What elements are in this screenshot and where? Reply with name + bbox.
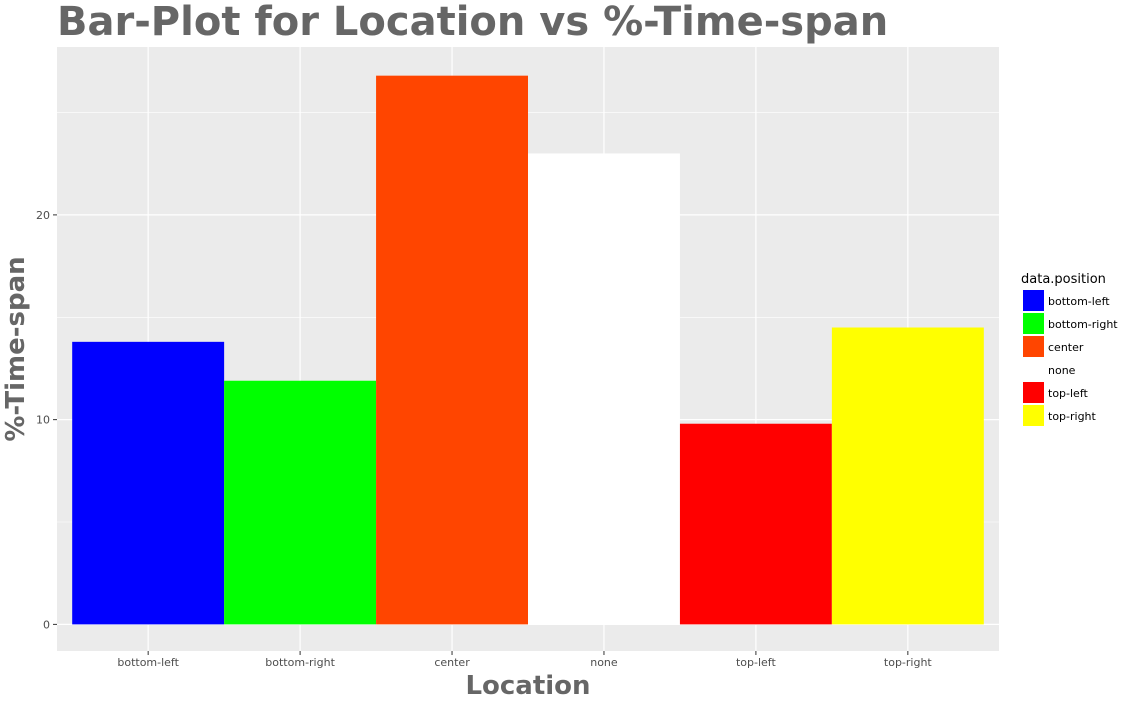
bar-none	[528, 153, 680, 625]
x-tick-label: bottom-right	[265, 656, 335, 669]
x-tick-label: top-left	[736, 656, 776, 669]
legend-swatch-bottom-left	[1023, 290, 1044, 311]
legend-label-top-left: top-left	[1048, 387, 1088, 400]
bar-bottom-right	[224, 380, 377, 625]
legend-swatch-top-right	[1023, 405, 1044, 426]
legend-title: data.position	[1021, 272, 1106, 287]
y-axis: 0 10 20	[36, 209, 57, 631]
legend-swatch-none	[1023, 359, 1044, 380]
y-tick-label: 0	[43, 618, 50, 631]
x-tick-label: none	[590, 656, 618, 669]
y-tick-label: 10	[36, 414, 50, 427]
legend-label-none: none	[1048, 364, 1076, 377]
legend-label-top-right: top-right	[1048, 410, 1097, 423]
x-tick-label: top-right	[884, 656, 933, 669]
y-axis-title: %-Time-span	[1, 256, 31, 441]
x-axis: bottom-left bottom-right center none top-lef…	[117, 651, 932, 669]
x-tick-label: bottom-left	[117, 656, 179, 669]
x-tick-label: center	[434, 656, 470, 669]
bars	[72, 75, 984, 625]
x-axis-title: Location	[465, 671, 590, 701]
legend: data.position bottom-left bottom-right cen…	[1021, 272, 1118, 426]
bar-top-right	[831, 327, 984, 625]
legend-swatch-center	[1023, 336, 1044, 357]
legend-label-center: center	[1048, 341, 1084, 354]
legend-swatch-top-left	[1023, 382, 1044, 403]
bar-bottom-left	[72, 341, 225, 625]
legend-label-bottom-left: bottom-left	[1048, 295, 1110, 308]
y-tick-label: 20	[36, 209, 50, 222]
legend-swatch-bottom-right	[1023, 313, 1044, 334]
bar-center	[376, 75, 528, 625]
bar-top-left	[679, 423, 832, 625]
chart-title: Bar-Plot for Location vs %-Time-span	[57, 0, 888, 45]
legend-label-bottom-right: bottom-right	[1048, 318, 1118, 331]
